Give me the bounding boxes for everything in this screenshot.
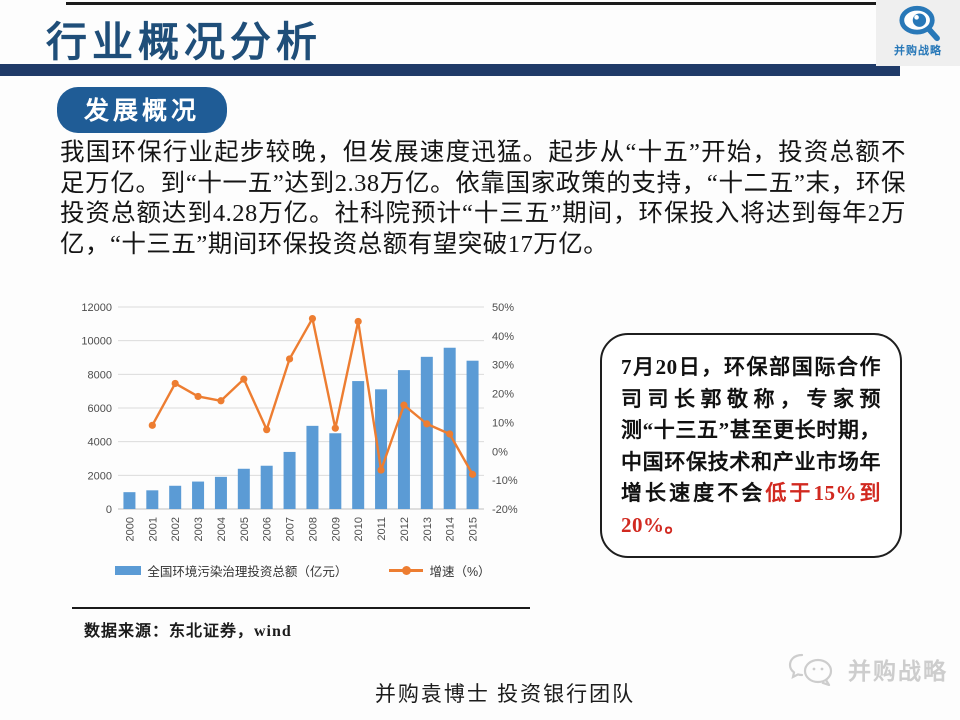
svg-text:40%: 40% <box>492 331 514 343</box>
callout-text: 7月20日，环保部国际合作司司长郭敬称，专家预测“十三五”甚至更长时期，中国环保… <box>621 355 881 505</box>
svg-text:2003: 2003 <box>193 517 205 541</box>
svg-text:20%: 20% <box>492 389 514 401</box>
chat-bubbles-icon <box>788 653 833 686</box>
watermark: 并购战略 <box>788 652 948 686</box>
svg-text:2010: 2010 <box>353 517 365 541</box>
legend-bar-label: 全国环境污染治理投资总额（亿元） <box>147 565 348 579</box>
svg-text:2008: 2008 <box>307 517 319 541</box>
svg-text:6000: 6000 <box>88 403 112 415</box>
svg-text:50%: 50% <box>492 302 514 314</box>
svg-text:-20%: -20% <box>492 504 518 516</box>
line-marker-dot <box>402 566 412 575</box>
svg-text:10%: 10% <box>492 417 514 429</box>
logo-text: 并购战略 <box>894 45 942 57</box>
svg-text:2002: 2002 <box>170 517 182 541</box>
svg-text:8000: 8000 <box>88 369 112 381</box>
svg-text:4000: 4000 <box>88 437 112 449</box>
page-title: 行业概况分析 <box>46 19 322 65</box>
bar-line-chart-canvas: 0 2000 4000 6000 8000 10000 12000 -20% -10% 0% 10%… <box>81 302 518 541</box>
svg-text:0: 0 <box>106 504 112 516</box>
callout-box: 7月20日，环保部国际合作司司长郭敬称，专家预测“十三五”甚至更长时期，中国环保… <box>600 333 902 558</box>
svg-text:2014: 2014 <box>445 517 457 541</box>
top-border-line <box>66 2 948 5</box>
svg-text:2009: 2009 <box>330 517 342 541</box>
body-paragraph: 我国环保行业起步较晚，但发展速度迅猛。起步从“十五”开始，投资总额不足万亿。到“… <box>60 139 906 258</box>
data-source-note: 数据来源：东北证券，wind <box>84 623 292 640</box>
line-series-swatch <box>389 566 424 575</box>
footer-team-name: 并购袁博士 投资银行团队 <box>374 682 636 706</box>
investment-chart: 0 2000 4000 6000 8000 10000 12000 -20% -10% 0% 10%… <box>72 297 534 641</box>
svg-text:2000: 2000 <box>88 470 112 482</box>
svg-text:12000: 12000 <box>81 302 112 314</box>
svg-text:2007: 2007 <box>285 517 297 541</box>
svg-text:2000: 2000 <box>124 517 136 541</box>
section-badge: 发展概况 <box>57 87 228 133</box>
svg-text:10000: 10000 <box>81 336 112 348</box>
svg-text:2012: 2012 <box>399 517 411 541</box>
svg-text:2001: 2001 <box>147 517 159 541</box>
eye-magnifier-logo-icon <box>899 5 940 42</box>
callout-highlight-text: 低于15%到20%。 <box>621 481 882 537</box>
svg-text:2011: 2011 <box>376 517 388 541</box>
logo-corner: 并购战略 <box>876 0 960 66</box>
watermark-text: 并购战略 <box>848 658 948 684</box>
svg-text:2013: 2013 <box>422 517 434 541</box>
bar-series-swatch <box>115 566 142 575</box>
svg-text:-10%: -10% <box>492 475 518 487</box>
legend-item-growth: 增速（%） <box>389 561 491 580</box>
svg-text:2004: 2004 <box>216 517 228 541</box>
svg-text:0%: 0% <box>492 446 508 458</box>
svg-text:2015: 2015 <box>468 517 480 541</box>
source-divider-line <box>72 607 530 609</box>
svg-text:2006: 2006 <box>262 517 274 541</box>
title-divider-bar <box>0 64 900 76</box>
svg-text:30%: 30% <box>492 360 514 372</box>
svg-text:2005: 2005 <box>239 517 251 541</box>
chart-legend: 全国环境污染治理投资总额（亿元） 增速（%） <box>72 561 534 580</box>
legend-item-investment: 全国环境污染治理投资总额（亿元） <box>115 561 347 580</box>
legend-line-label: 增速（%） <box>429 565 491 579</box>
